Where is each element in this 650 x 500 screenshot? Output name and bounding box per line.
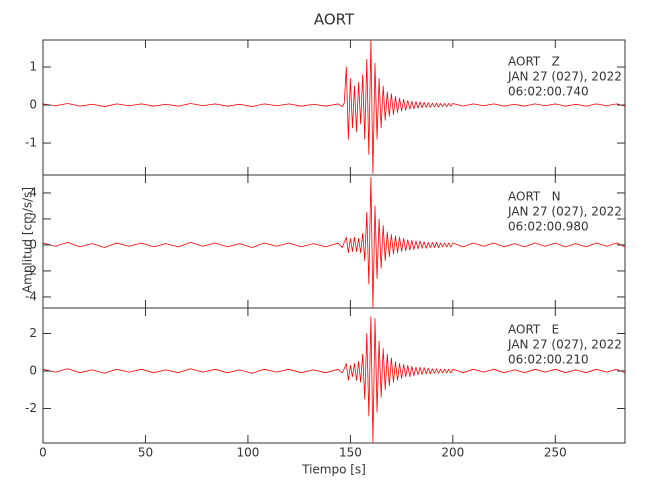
panel-frame: [42, 307, 626, 444]
y-tick-label: 0: [29, 98, 37, 112]
trace-annotation: 06:02:00.980: [508, 220, 589, 234]
x-tick-label: 100: [236, 446, 259, 460]
station-label: AORT Z: [508, 55, 560, 69]
trace-annotation: 06:02:00.210: [508, 353, 589, 367]
x-tick-label: 250: [544, 446, 567, 460]
x-tick-label: 150: [339, 446, 362, 460]
y-axis-label: Amplitud [cm/s/s]: [21, 187, 35, 293]
x-tick-label: 200: [441, 446, 464, 460]
trace-annotation: 06:02:00.740: [508, 85, 589, 99]
x-axis-label: Tiempo [s]: [301, 463, 366, 477]
station-label: AORT N: [508, 190, 561, 204]
station-label: AORT E: [508, 323, 559, 337]
y-tick-label: 2: [29, 326, 37, 340]
trace: [42, 176, 626, 308]
x-tick-label: 50: [138, 446, 153, 460]
y-tick-label: 2: [29, 211, 37, 225]
y-tick-label: -4: [25, 289, 37, 303]
trace-annotation: JAN 27 (027), 2022: [507, 205, 622, 219]
chart-title: AORT: [314, 11, 355, 29]
y-tick-label: 4: [29, 185, 37, 199]
x-tick-label: 0: [39, 446, 47, 460]
y-tick-label: 0: [29, 237, 37, 251]
y-tick-label: -2: [25, 263, 37, 277]
trace: [42, 39, 626, 174]
trace: [42, 316, 626, 443]
y-tick-label: 1: [29, 60, 37, 74]
y-tick-label: -2: [25, 401, 37, 415]
trace-annotation: JAN 27 (027), 2022: [507, 70, 622, 84]
y-tick-label: 0: [29, 364, 37, 378]
y-tick-label: -1: [25, 136, 37, 150]
trace-annotation: JAN 27 (027), 2022: [507, 338, 622, 352]
